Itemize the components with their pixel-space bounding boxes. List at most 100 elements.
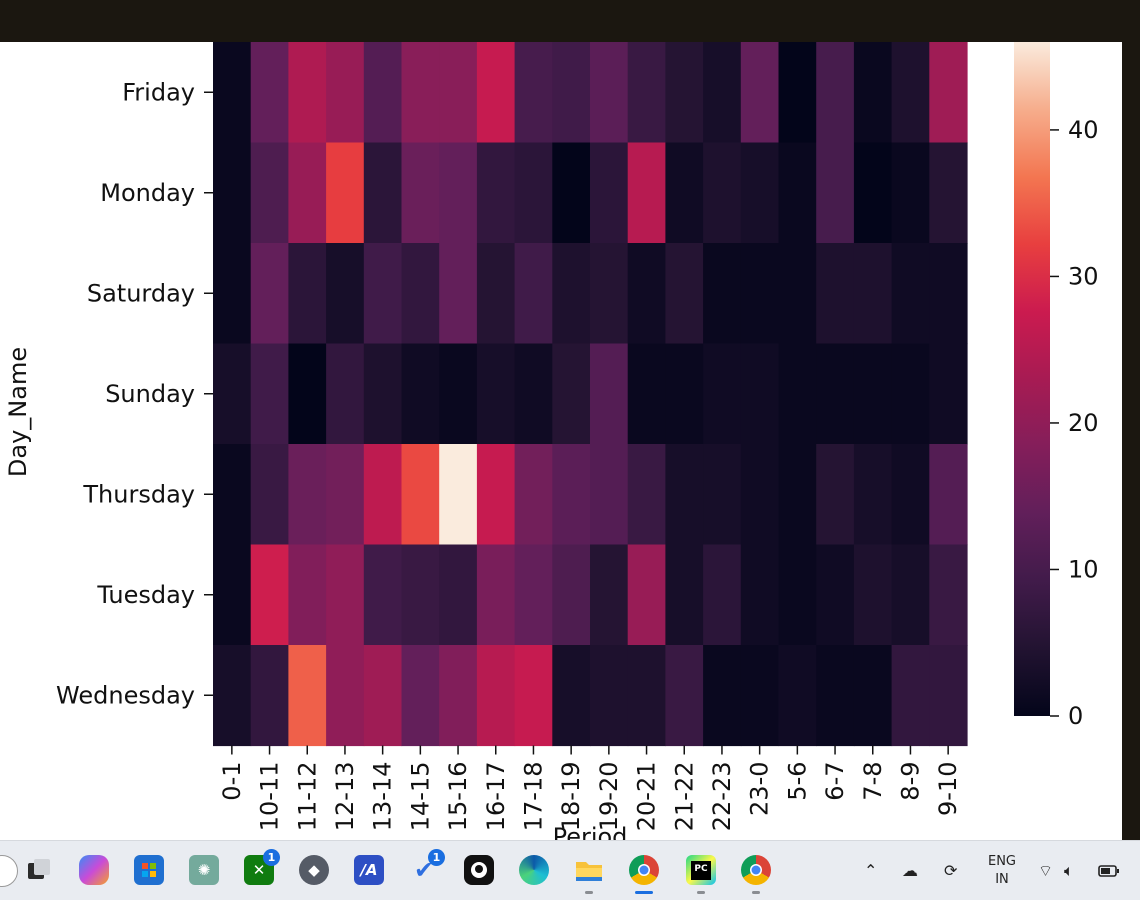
heatmap-cell-friday-12-13 <box>326 42 365 144</box>
heatmap-cell-monday-7-8 <box>853 142 893 244</box>
heatmap-cell-friday-20-21 <box>627 42 666 144</box>
colorbar-tick-label: 40 <box>1068 116 1099 144</box>
heatmap-cell-tuesday-8-9 <box>891 544 930 646</box>
heatmap-cell-monday-0-1 <box>213 142 252 244</box>
heatmap-cells <box>213 42 968 747</box>
heatmap-cell-thursday-22-23 <box>703 444 742 546</box>
heatmap-cell-sunday-20-21 <box>627 343 666 445</box>
app-icon[interactable]: /A <box>354 855 384 885</box>
copilot-icon[interactable] <box>79 855 109 885</box>
heatmap-chart: Friday Monday Saturday Sunday Thursday Tuesda… <box>4 42 1099 840</box>
heatmap-cell-saturday-13-14 <box>363 243 403 345</box>
todo-badge: 1 <box>428 849 445 866</box>
unity-icon[interactable]: ◆ <box>299 855 329 885</box>
heatmap-cell-thursday-5-6 <box>778 444 817 546</box>
heatmap-cell-wednesday-16-17 <box>476 645 516 747</box>
y-tick-label: Saturday <box>87 279 195 307</box>
sync-icon[interactable]: ⟳ <box>944 861 958 880</box>
heatmap-cell-sunday-21-22 <box>665 343 704 445</box>
heatmap-cell-saturday-11-12 <box>288 243 327 345</box>
x-tick-label: 14-15 <box>406 762 434 832</box>
heatmap-cell-saturday-5-6 <box>778 243 817 345</box>
chrome-icon[interactable] <box>629 855 659 894</box>
colorbar <box>1014 42 1050 716</box>
show-hidden-icons-chevron[interactable]: ⌃ <box>864 861 878 880</box>
y-axis-label: Day_Name <box>4 347 32 477</box>
file-explorer-icon[interactable] <box>574 855 604 894</box>
x-tick-label: 13-14 <box>369 762 397 832</box>
y-tick-label: Tuesday <box>96 581 195 609</box>
x-tick-label: 10-11 <box>256 762 284 832</box>
heatmap-cell-wednesday-20-21 <box>627 645 666 747</box>
heatmap-cell-monday-16-17 <box>476 142 516 244</box>
battery-icon[interactable] <box>1098 841 1120 900</box>
heatmap-cell-monday-13-14 <box>363 142 403 244</box>
running-indicator <box>585 891 593 894</box>
heatmap-cell-thursday-11-12 <box>288 444 327 546</box>
x-tick-label: 7-8 <box>859 762 887 801</box>
xbox-icon[interactable]: ✕ 1 <box>244 849 280 885</box>
heatmap-cell-tuesday-7-8 <box>853 544 893 646</box>
wifi-icon[interactable]: ⌔ <box>1038 860 1054 880</box>
heatmap-cell-monday-11-12 <box>288 142 327 244</box>
heatmap-cell-sunday-11-12 <box>288 343 327 445</box>
heatmap-cell-sunday-17-18 <box>514 343 553 445</box>
heatmap-cell-monday-6-7 <box>816 142 855 244</box>
y-tick-label: Monday <box>100 179 195 207</box>
x-tick-label: 19-20 <box>595 762 623 832</box>
heatmap-cell-friday-8-9 <box>891 42 930 144</box>
heatmap-cell-friday-17-18 <box>514 42 553 144</box>
language-indicator[interactable]: ENG IN <box>984 853 1020 889</box>
x-tick-label: 6-7 <box>821 762 849 801</box>
heatmap-cell-tuesday-0-1 <box>213 544 252 646</box>
heatmap-cell-saturday-8-9 <box>891 243 930 345</box>
chrome-profile-icon[interactable] <box>741 855 771 894</box>
todo-icon[interactable]: ✔ 1 <box>409 849 445 885</box>
heatmap-cell-friday-9-10 <box>929 42 968 144</box>
heatmap-cell-friday-23-0 <box>740 42 780 144</box>
pycharm-icon[interactable]: PC <box>686 855 716 894</box>
x-tick-label: 17-18 <box>519 762 547 832</box>
heatmap-cell-friday-11-12 <box>288 42 327 144</box>
heatmap-cell-wednesday-23-0 <box>740 645 780 747</box>
heatmap-cell-tuesday-23-0 <box>740 544 780 646</box>
heatmap-cell-tuesday-15-16 <box>439 544 478 646</box>
y-axis: Friday Monday Saturday Sunday Thursday Tuesda… <box>56 78 213 709</box>
heatmap-cell-thursday-15-16 <box>439 444 478 546</box>
heatmap-cell-saturday-7-8 <box>853 243 893 345</box>
heatmap-cell-tuesday-18-19 <box>552 544 591 646</box>
y-tick-label: Wednesday <box>56 681 195 709</box>
heatmap-cell-saturday-19-20 <box>590 243 629 345</box>
onedrive-icon[interactable]: ☁ <box>902 861 918 880</box>
widgets-icon[interactable] <box>0 855 18 887</box>
colorbar-tick-label: 0 <box>1068 702 1083 730</box>
x-tick-label: 23-0 <box>746 762 774 816</box>
heatmap-cell-saturday-0-1 <box>213 243 252 345</box>
volume-icon[interactable]: 🔈︎ <box>1064 860 1074 880</box>
heatmap-cell-thursday-20-21 <box>627 444 666 546</box>
store-icon[interactable] <box>134 855 164 885</box>
heatmap-cell-wednesday-15-16 <box>439 645 478 747</box>
heatmap-cell-friday-7-8 <box>853 42 893 144</box>
chatgpt-icon[interactable]: ✺ <box>189 855 219 885</box>
github-icon[interactable] <box>464 855 494 885</box>
heatmap-cell-wednesday-6-7 <box>816 645 855 747</box>
heatmap-cell-monday-5-6 <box>778 142 817 244</box>
heatmap-cell-friday-22-23 <box>703 42 742 144</box>
heatmap-cell-wednesday-22-23 <box>703 645 742 747</box>
task-view-icon[interactable] <box>24 855 54 885</box>
heatmap-cell-saturday-14-15 <box>401 243 440 345</box>
x-tick-label: 16-17 <box>482 762 510 832</box>
heatmap-cell-saturday-10-11 <box>250 243 289 345</box>
x-tick-label: 22-23 <box>708 762 736 832</box>
heatmap-cell-friday-21-22 <box>665 42 704 144</box>
heatmap-cell-tuesday-22-23 <box>703 544 742 646</box>
heatmap-cell-sunday-8-9 <box>891 343 930 445</box>
heatmap-cell-sunday-14-15 <box>401 343 440 445</box>
heatmap-cell-thursday-9-10 <box>929 444 968 546</box>
heatmap-cell-saturday-9-10 <box>929 243 968 345</box>
running-indicator <box>697 891 705 894</box>
heatmap-cell-wednesday-17-18 <box>514 645 553 747</box>
y-tick-label: Friday <box>122 78 195 106</box>
edge-icon[interactable] <box>519 855 549 885</box>
